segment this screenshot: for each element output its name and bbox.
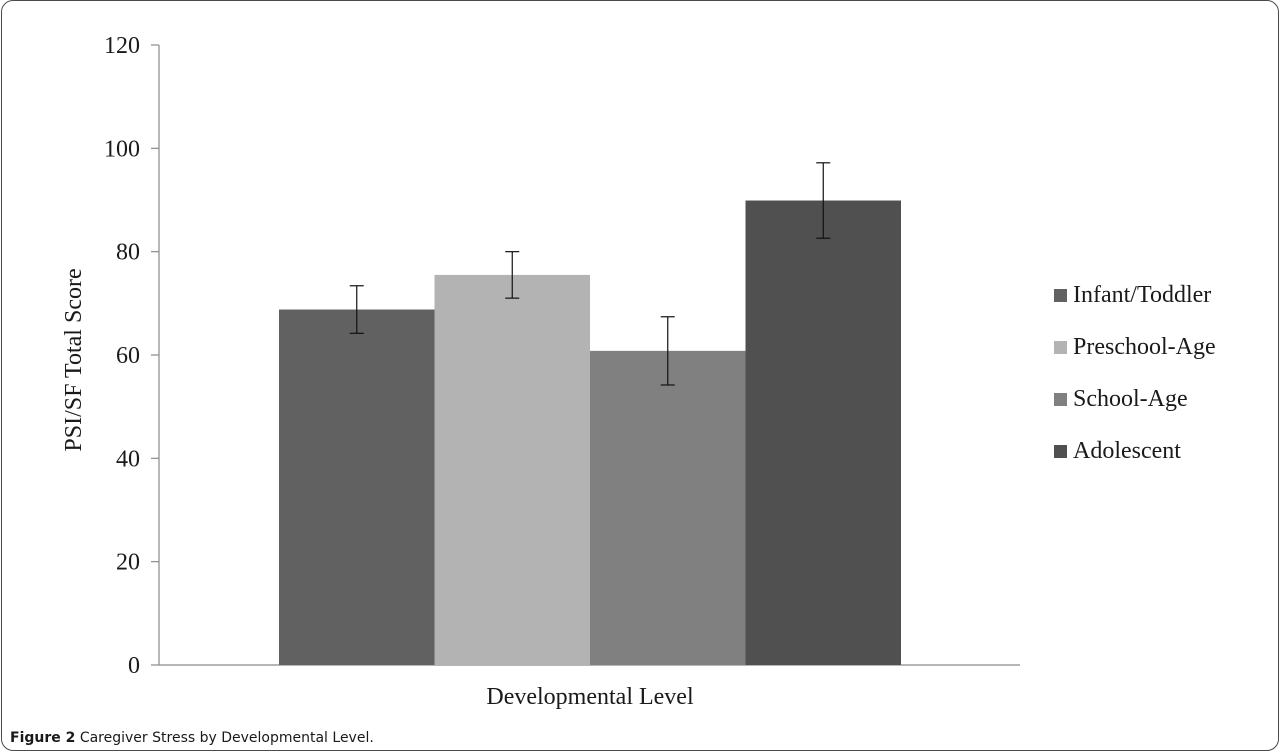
legend-swatch xyxy=(1054,289,1067,302)
legend: Infant/Toddler Preschool-Age School-Age Ado… xyxy=(1054,282,1216,464)
bars-group xyxy=(279,200,901,665)
x-axis-label: Developmental Level xyxy=(486,684,694,710)
y-tick-label: 0 xyxy=(128,653,140,679)
y-tick-label: 120 xyxy=(104,33,140,59)
bar-infant-toddler xyxy=(279,309,435,665)
y-axis-label: PSI/SF Total Score xyxy=(61,268,87,451)
legend-swatch xyxy=(1054,445,1067,458)
bar-adolescent xyxy=(745,200,901,665)
y-tick-label: 60 xyxy=(116,343,140,369)
legend-label: Infant/Toddler xyxy=(1073,282,1211,308)
bar-preschool-age xyxy=(434,274,590,665)
figure-caption: Figure 2 Caregiver Stress by Development… xyxy=(10,730,374,746)
caption-text: Caregiver Stress by Developmental Level xyxy=(79,730,370,746)
error-bars-group xyxy=(349,162,831,386)
legend-swatch xyxy=(1054,341,1067,354)
caption-suffix: . xyxy=(369,730,374,746)
y-tick-label: 80 xyxy=(116,240,140,266)
legend-label: Preschool-Age xyxy=(1073,334,1216,360)
legend-label: School-Age xyxy=(1073,386,1188,412)
legend-swatch xyxy=(1054,393,1067,406)
y-axis: 0 20 40 60 80 100 120 xyxy=(104,33,160,679)
legend-label: Adolescent xyxy=(1073,438,1181,464)
y-tick-label: 100 xyxy=(104,136,140,162)
y-tick-label: 20 xyxy=(116,550,140,576)
bar-school-age xyxy=(590,350,746,665)
y-tick-label: 40 xyxy=(116,446,140,472)
caption-label: Figure 2 xyxy=(10,730,76,746)
